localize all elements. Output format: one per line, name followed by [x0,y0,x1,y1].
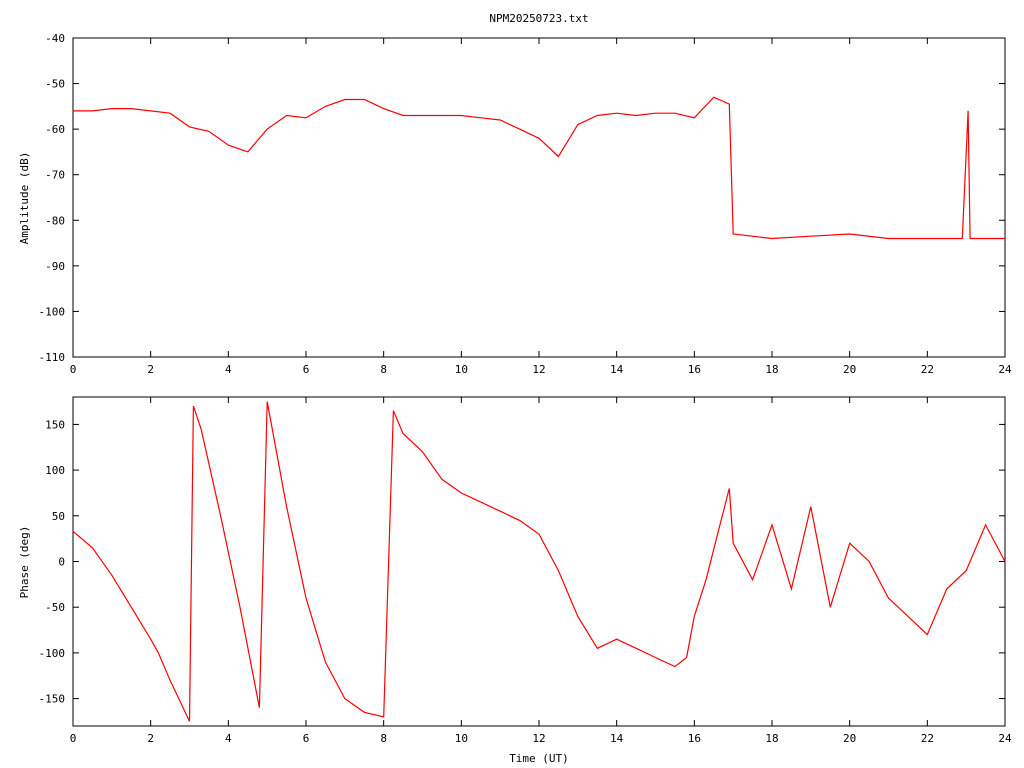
amplitude-series [73,96,1005,240]
amplitude-x-tick-label: 18 [765,363,778,376]
phase-series-line [72,401,1006,722]
phase-y-tick-label: -50 [45,601,65,614]
amplitude-y-tick-label: -100 [39,305,66,318]
phase-y-tick-label: -100 [39,647,66,660]
phase-x-tick-label: 22 [921,732,934,745]
phase-x-ticks: 0 2 4 6 8 10 12 14 16 18 20 22 24 [70,397,1012,745]
phase-x-tick-label: 2 [147,732,154,745]
amplitude-y-tick-label: -50 [45,78,65,91]
amplitude-x-tick-label: 2 [147,363,154,376]
phase-x-tick-label: 6 [303,732,310,745]
amplitude-y-tick-label: -90 [45,260,65,273]
phase-x-tick-label: 12 [532,732,545,745]
phase-y-ticks: 150 100 50 0 -50 -100 -150 [39,418,1005,706]
phase-x-tick-label: 20 [843,732,856,745]
phase-y-tick-label: 100 [45,464,65,477]
amplitude-x-tick-label: 22 [921,363,934,376]
amplitude-x-tick-label: 6 [303,363,310,376]
amplitude-x-tick-label: 16 [688,363,701,376]
phase-x-tick-label: 24 [998,732,1012,745]
phase-y-tick-label: -150 [39,693,66,706]
phase-x-tick-label: 16 [688,732,701,745]
phase-y-tick-label: 150 [45,418,65,431]
chart-title: NPM20250723.txt [489,12,588,25]
phase-x-tick-label: 14 [610,732,624,745]
amplitude-y-tick-label: -70 [45,169,65,182]
amplitude-y-tick-label: -60 [45,123,65,136]
phase-x-tick-label: 8 [380,732,387,745]
amplitude-y-axis-label: Amplitude (dB) [18,152,31,245]
amplitude-x-tick-label: 20 [843,363,856,376]
phase-x-tick-label: 4 [225,732,232,745]
amplitude-x-tick-label: 14 [610,363,624,376]
amplitude-y-tick-label: -80 [45,214,65,227]
phase-plot-frame [72,396,1006,727]
phase-y-axis-label: Phase (deg) [18,526,31,599]
phase-x-tick-label: 0 [70,732,77,745]
amplitude-x-tick-label: 8 [380,363,387,376]
amplitude-plot-frame [72,37,1006,358]
phase-y-tick-label: 0 [58,556,65,569]
x-axis-label: Time (UT) [509,752,569,765]
amplitude-y-tick-label: -110 [39,351,66,364]
phase-series [72,401,1006,722]
amplitude-x-tick-label: 12 [532,363,545,376]
phase-x-tick-label: 18 [765,732,778,745]
amplitude-panel: -40-50-60-70-80-90-100-110 0 2 4 6 8 10 12 14 16… [18,32,1012,376]
amplitude-x-tick-label: 10 [455,363,468,376]
amplitude-series-line [73,96,1005,240]
amplitude-y-tick-label: -40 [45,32,65,45]
amplitude-y-ticks: -40 -50 -60 -70 -80 -90 -100 -110 [39,32,1005,364]
amplitude-x-tick-label: 4 [225,363,232,376]
amplitude-x-ticks: 0 2 4 6 8 10 12 14 16 18 20 22 24 [70,38,1012,376]
amplitude-x-tick-label: 0 [70,363,77,376]
amplitude-x-tick-label: 24 [998,363,1012,376]
phase-x-tick-label: 10 [455,732,468,745]
phase-y-tick-label: 50 [52,510,65,523]
